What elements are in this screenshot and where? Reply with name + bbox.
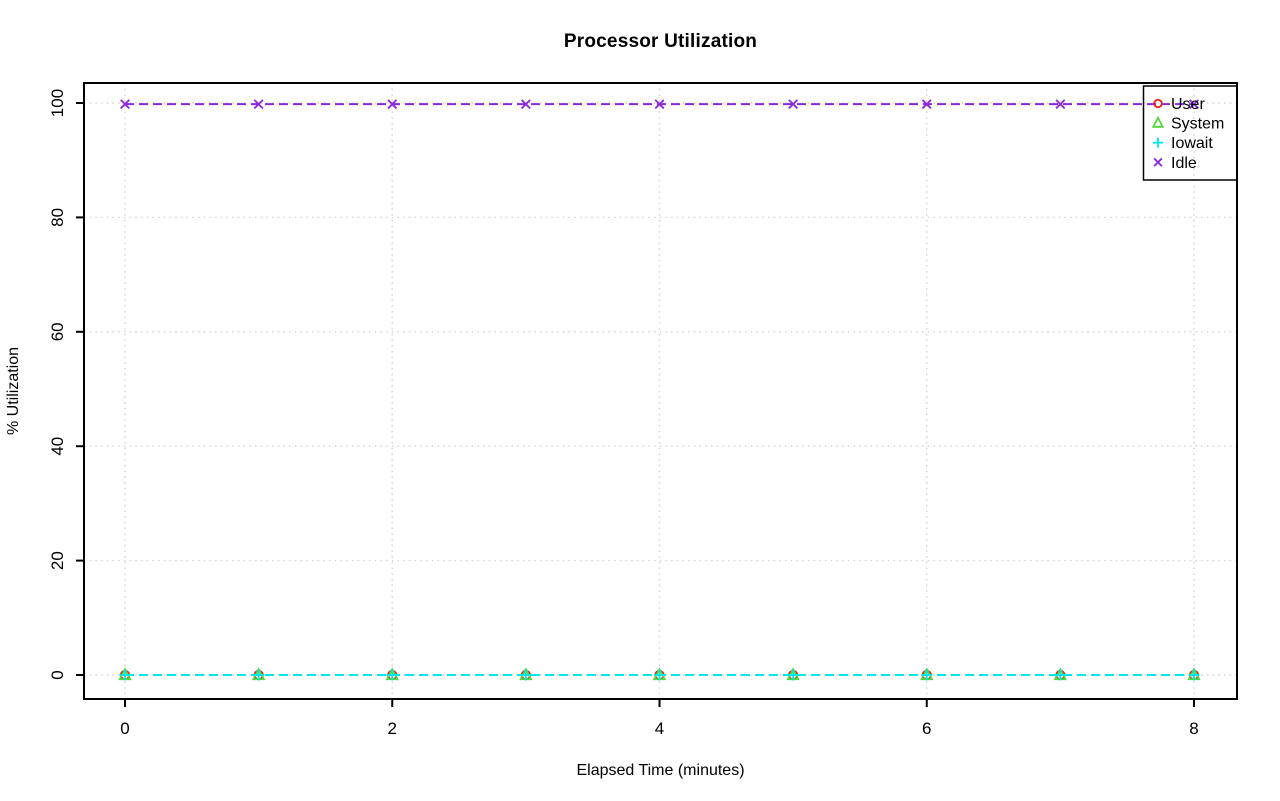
marker-iowait (253, 669, 265, 681)
marker-idle (654, 99, 665, 110)
legend-marker-system (1151, 115, 1165, 128)
marker-iowait (119, 669, 131, 681)
x-tick-label: 2 (388, 719, 397, 738)
legend-label-user: User (1171, 96, 1205, 113)
y-tick-label: 80 (48, 208, 67, 227)
marker-idle (788, 99, 799, 110)
marker-idle (253, 99, 264, 110)
legend-marker-user (1153, 98, 1163, 109)
x-axis-label: Elapsed Time (minutes) (576, 762, 745, 779)
x-tick-label: 6 (922, 719, 931, 738)
chart-title: Processor Utilization (563, 31, 758, 52)
plot-box (83, 82, 1238, 700)
marker-idle (1189, 99, 1199, 110)
legend-item-idle: Idle (1153, 155, 1197, 172)
legend-item-user: User (1153, 96, 1205, 113)
x-tick-label: 8 (1189, 719, 1198, 738)
marker-idle (387, 99, 398, 110)
marker-iowait (921, 669, 933, 681)
marker-iowait (1054, 669, 1066, 681)
y-tick-label: 20 (48, 551, 67, 570)
y-tick-label: 0 (48, 670, 67, 679)
legend-marker-iowait (1153, 137, 1163, 148)
marker-iowait (520, 669, 532, 681)
legend-label-system: System (1171, 116, 1224, 133)
legend-item-system: System (1151, 115, 1224, 133)
legend-label-iowait: Iowait (1171, 135, 1213, 152)
marker-idle (520, 99, 531, 110)
legend: User System Iowait Idle (1142, 85, 1238, 181)
series-idle (120, 99, 1199, 110)
legend-box (1142, 85, 1238, 181)
marker-iowait (386, 669, 398, 681)
marker-idle (921, 99, 932, 110)
marker-iowait (654, 669, 665, 681)
marker-idle (1055, 99, 1066, 110)
y-tick-label: 100 (48, 89, 67, 117)
legend-item-iowait: Iowait (1153, 135, 1213, 152)
legend-marker-idle (1153, 157, 1163, 167)
x-tick-label: 4 (655, 719, 664, 738)
marker-idle (120, 99, 130, 110)
legend-label-idle: Idle (1171, 155, 1197, 172)
series-iowait (119, 669, 1200, 681)
marker-iowait (1188, 669, 1200, 681)
y-tick-label: 60 (48, 322, 67, 341)
marker-iowait (787, 669, 799, 681)
y-tick-label: 40 (48, 437, 67, 456)
x-tick-label: 0 (120, 719, 129, 738)
